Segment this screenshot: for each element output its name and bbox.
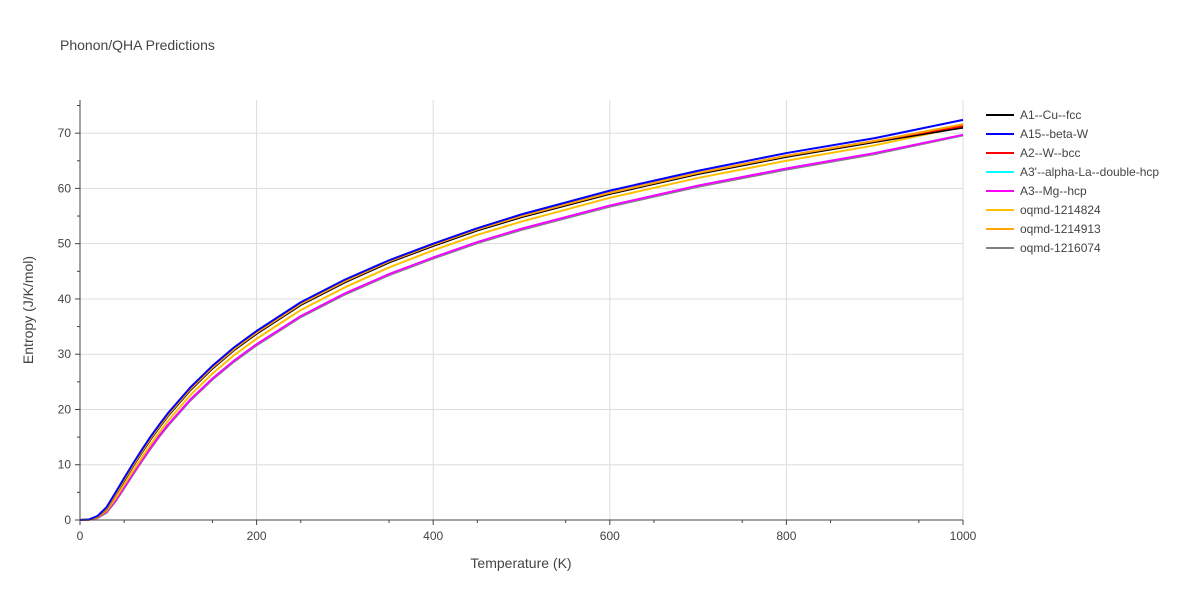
x-tick-label: 800 (776, 529, 796, 543)
y-tick-label: 70 (58, 126, 72, 140)
legend-label: oqmd-1214824 (1020, 203, 1101, 217)
legend-label: A2--W--bcc (1020, 146, 1080, 160)
legend-label: A1--Cu--fcc (1020, 108, 1081, 122)
series-line-1 (79, 118, 964, 521)
y-tick-label: 40 (58, 292, 72, 306)
series-line-0 (79, 126, 964, 521)
x-tick-label: 1000 (950, 529, 977, 543)
legend-label: oqmd-1214913 (1020, 222, 1101, 236)
x-tick-label: 400 (423, 529, 443, 543)
series-line-2 (79, 124, 964, 521)
x-tick-label: 0 (77, 529, 84, 543)
x-tick-label: 600 (600, 529, 620, 543)
x-tick-label: 200 (247, 529, 267, 543)
y-tick-label: 10 (58, 458, 72, 472)
legend: A1--Cu--fcc A15--beta-W A2--W--bcc A3'--alp… (986, 108, 1159, 255)
x-axis-title: Temperature (K) (470, 555, 571, 571)
grid (80, 100, 964, 520)
axes (79, 100, 963, 521)
series-line-7 (79, 134, 964, 521)
y-tick-label: 20 (58, 402, 72, 416)
series-line-4 (79, 133, 964, 521)
y-axis-title: Entropy (J/K/mol) (20, 256, 36, 364)
y-tick-label: 50 (58, 237, 72, 251)
y-tick-label: 0 (64, 513, 71, 527)
series-line-5 (79, 125, 964, 521)
series-line-6 (79, 123, 964, 521)
series-lines (79, 118, 964, 521)
x-axis-ticks: 0 200 400 600 800 1000 (77, 520, 977, 543)
legend-label: A15--beta-W (1020, 127, 1089, 141)
series-line-3 (79, 133, 964, 521)
legend-label: A3--Mg--hcp (1020, 184, 1087, 198)
y-tick-label: 60 (58, 181, 72, 195)
y-axis-ticks: 0 10 20 30 40 50 60 70 (58, 105, 80, 527)
legend-label: A3'--alpha-La--double-hcp (1020, 165, 1159, 179)
chart-title: Phonon/QHA Predictions (60, 37, 215, 53)
y-tick-label: 30 (58, 347, 72, 361)
legend-label: oqmd-1216074 (1020, 241, 1101, 255)
